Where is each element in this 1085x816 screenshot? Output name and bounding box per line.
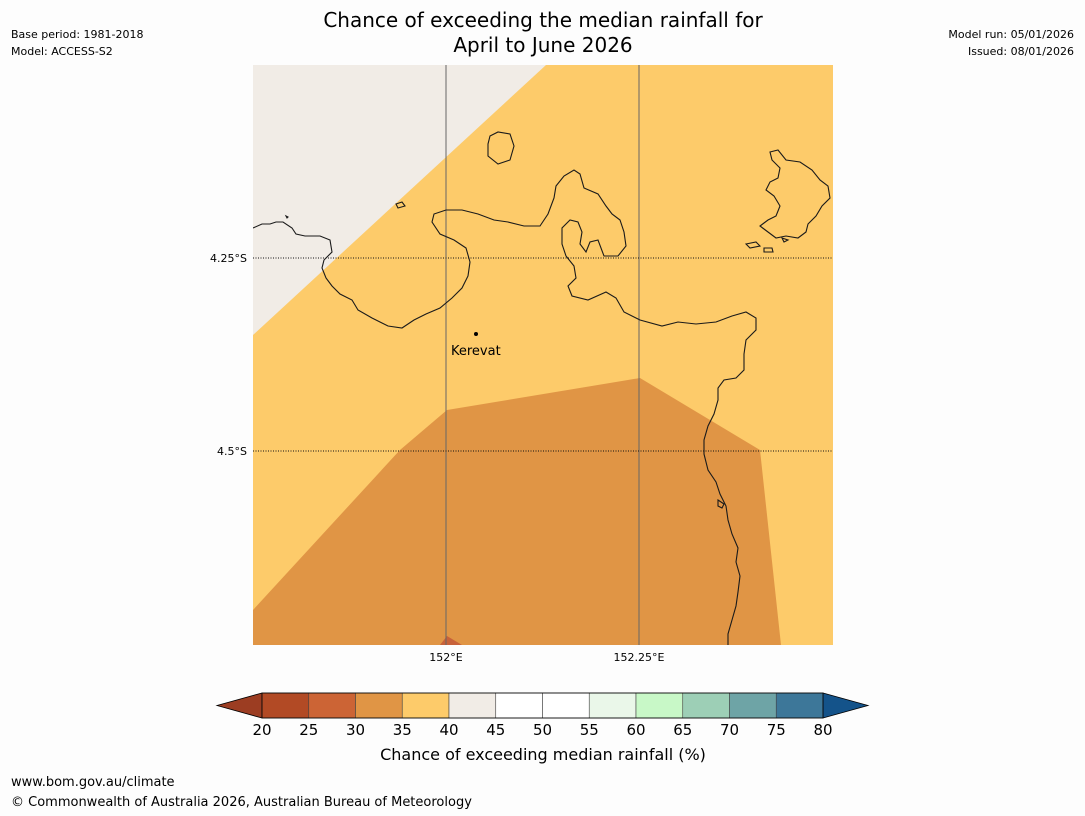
chart-title-line1: Chance of exceeding the median rainfall … (323, 8, 763, 32)
colorbar-swatch-25 (308, 692, 356, 719)
colorbar-title: Chance of exceeding median rainfall (%) (380, 745, 706, 764)
colorbar-tick-45: 45 (486, 721, 505, 739)
axis-labels: 4.25°S 4.5°S 152°E 152.25°E (210, 252, 664, 664)
kerevat-label: Kerevat (451, 344, 501, 359)
lon-label-152-25: 152.25°E (614, 651, 665, 664)
base-period-text: Base period: 1981-2018 (11, 28, 144, 41)
colorbar-swatch-45 (495, 692, 543, 719)
kerevat-marker (474, 332, 478, 336)
colorbar-tick-35: 35 (393, 721, 412, 739)
colorbar-tick-80: 80 (813, 721, 832, 739)
chart-title: Chance of exceeding the median rainfall … (243, 8, 843, 58)
region-40-45 (253, 65, 546, 335)
chart-title-line2: April to June 2026 (453, 33, 633, 57)
colorbar-over-arrow (822, 692, 870, 719)
colorbar-under-arrow (215, 692, 263, 719)
lat-label-4-5: 4.5°S (217, 445, 247, 458)
model-run-text: Model run: 05/01/2026 (948, 28, 1074, 41)
colorbar-tick-40: 40 (439, 721, 458, 739)
colorbar-swatch-30 (355, 692, 403, 719)
colorbar-swatch-75 (775, 692, 824, 719)
region-30-35 (253, 378, 781, 645)
model-text: Model: ACCESS-S2 (11, 45, 113, 58)
colorbar-tick-20: 20 (252, 721, 271, 739)
lon-label-152: 152°E (429, 651, 462, 664)
coastline (253, 131, 831, 645)
issued-text: Issued: 08/01/2026 (967, 45, 1074, 58)
colorbar-tick-60: 60 (626, 721, 645, 739)
place-kerevat[interactable]: Kerevat (451, 332, 501, 359)
meta-left: Base period: 1981-2018 Model: ACCESS-S2 (11, 26, 143, 60)
colorbar-swatch-65 (682, 692, 730, 719)
colorbar-frame (261, 692, 824, 719)
footer-copyright: © Commonwealth of Australia 2026, Austra… (11, 795, 472, 810)
island-east-large (759, 149, 831, 239)
map-area[interactable] (253, 65, 833, 645)
colorbar-tick-75: 75 (767, 721, 786, 739)
islet-2 (744, 241, 762, 249)
islet-3 (763, 247, 774, 253)
islet-5 (717, 498, 725, 509)
colorbar-swatch-60 (635, 692, 684, 719)
colorbar-tick-30: 30 (346, 721, 365, 739)
colorbar-tick-55: 55 (580, 721, 599, 739)
islet-1 (395, 201, 406, 209)
colorbar: 20 25 30 35 40 45 50 55 60 65 70 75 80 (215, 692, 870, 739)
islet-6 (284, 214, 289, 219)
colorbar-tick-50: 50 (533, 721, 552, 739)
colorbar-tick-25: 25 (299, 721, 318, 739)
colorbar-swatch-70 (729, 692, 777, 719)
colorbar-swatch-55 (588, 692, 637, 719)
colorbar-swatch-20 (261, 692, 310, 719)
meta-right: Model run: 05/01/2026 Issued: 08/01/2026 (948, 26, 1074, 60)
colorbar-tick-65: 65 (673, 721, 692, 739)
lat-label-4-25: 4.25°S (210, 252, 247, 265)
islet-4 (780, 237, 790, 243)
coastline-main (253, 169, 757, 645)
colorbar-tick-70: 70 (720, 721, 739, 739)
colorbar-swatch-40 (448, 692, 497, 719)
gridlines (253, 65, 833, 645)
island-north (487, 131, 515, 165)
colorbar-swatch-35 (401, 692, 450, 719)
footer-url[interactable]: www.bom.gov.au/climate (11, 775, 175, 790)
colorbar-swatch-50 (542, 692, 590, 719)
